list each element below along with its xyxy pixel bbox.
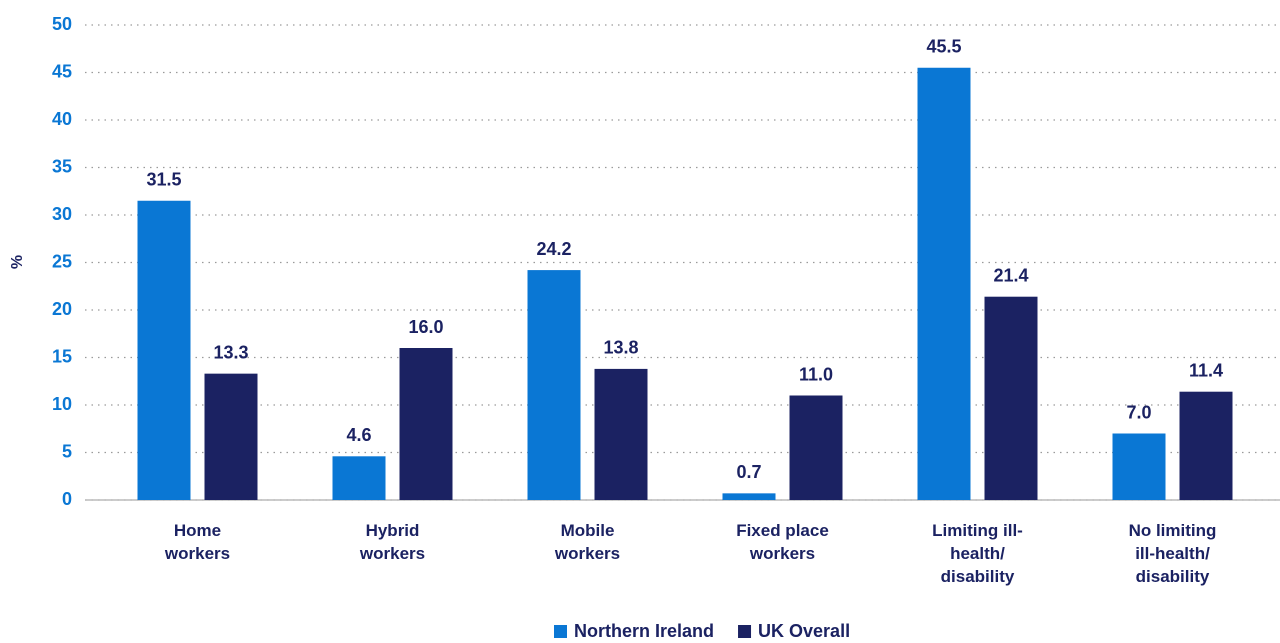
legend-label: Northern Ireland: [574, 621, 714, 641]
bar: [1179, 391, 1233, 500]
x-tick-label: Home workers: [164, 521, 231, 563]
x-tick-label: Fixed place workers: [736, 521, 829, 563]
y-tick-label: 20: [52, 299, 72, 319]
x-tick-label: Mobile workers: [554, 521, 621, 563]
value-label: 4.6: [346, 425, 371, 445]
y-tick-label: 30: [52, 204, 72, 224]
value-label: 31.5: [146, 170, 181, 190]
x-tick-label: Hybrid workers: [359, 521, 426, 563]
y-tick-label: 5: [62, 441, 72, 461]
y-tick-label: 45: [52, 61, 72, 81]
y-tick-label: 0: [62, 489, 72, 509]
bar: [1112, 433, 1166, 500]
bar: [332, 456, 386, 500]
legend-label: UK Overall: [758, 621, 850, 641]
value-label: 0.7: [736, 462, 761, 482]
bar: [204, 373, 258, 500]
value-label: 24.2: [536, 239, 571, 259]
value-label: 13.8: [603, 338, 638, 358]
value-label: 11.4: [1189, 360, 1223, 380]
y-tick-label: 50: [52, 14, 72, 34]
value-label: 21.4: [993, 265, 1028, 285]
value-label: 45.5: [926, 37, 961, 57]
y-tick-label: 10: [52, 394, 72, 414]
bar: [722, 493, 776, 500]
value-label: 7.0: [1126, 402, 1151, 422]
x-tick-label: Limiting ill-health/ disability: [932, 521, 1023, 586]
legend-swatch: [554, 625, 567, 638]
value-label: 13.3: [213, 342, 248, 362]
y-tick-label: 15: [52, 346, 72, 366]
value-label: 11.0: [799, 364, 833, 384]
x-tick-label: No limiting ill-health/ disability: [1128, 521, 1217, 586]
bar: [594, 368, 648, 500]
value-label: 16.0: [408, 317, 443, 337]
y-tick-label: 40: [52, 109, 72, 129]
bar: [137, 200, 191, 500]
bar: [399, 348, 453, 500]
bar: [917, 67, 971, 500]
legend-swatch: [738, 625, 752, 638]
bar: [984, 296, 1038, 500]
bar: [789, 395, 843, 500]
y-tick-label: 35: [52, 156, 72, 176]
y-tick-label: 25: [52, 251, 72, 271]
bar: [527, 270, 581, 500]
y-axis-label: %: [9, 255, 26, 269]
